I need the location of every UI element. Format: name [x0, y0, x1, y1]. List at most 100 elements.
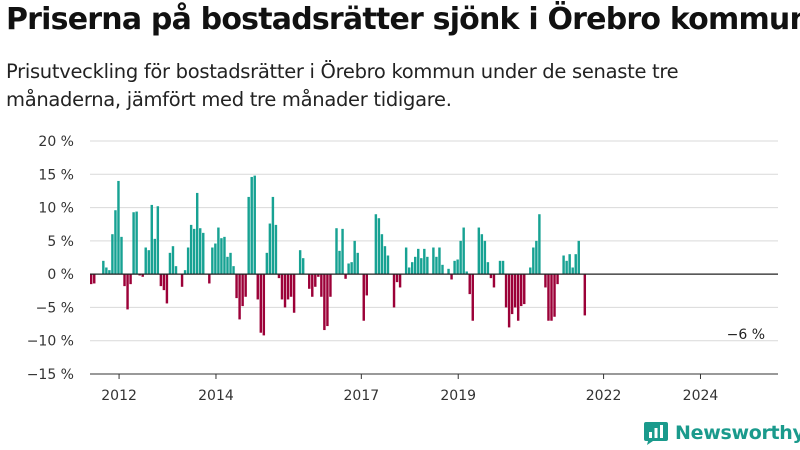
bar: [220, 238, 223, 275]
bar: [90, 274, 93, 285]
bar: [392, 274, 396, 308]
bar: [486, 262, 490, 275]
bar: [435, 256, 438, 275]
bar: [344, 274, 347, 279]
bar: [326, 274, 329, 327]
bar: [420, 258, 423, 275]
bar: [241, 274, 244, 307]
bar: [280, 274, 284, 300]
bar: [183, 270, 187, 275]
y-tick-label: −15 %: [27, 367, 74, 383]
bar: [404, 247, 408, 275]
page-subtitle: Prisutveckling för bostadsrätter i Örebr…: [6, 60, 679, 111]
bar: [126, 274, 129, 310]
bar: [180, 274, 184, 287]
bar: [135, 211, 138, 275]
bar: [571, 267, 574, 275]
x-tick-label: 2019: [440, 388, 476, 404]
bar: [317, 274, 320, 277]
bar: [171, 246, 175, 275]
bar: [259, 274, 263, 333]
chart-bars: [90, 175, 778, 336]
bar: [189, 224, 193, 275]
bar: [132, 212, 135, 275]
bar: [211, 247, 214, 275]
bar: [538, 214, 541, 275]
bar: [159, 274, 163, 287]
bar: [341, 228, 344, 275]
bar: [223, 236, 226, 275]
bar: [504, 274, 508, 308]
bar: [232, 266, 235, 275]
bar: [410, 262, 414, 275]
bar: [150, 204, 153, 275]
bar: [365, 274, 368, 296]
bar: [432, 247, 435, 275]
bar: [123, 274, 126, 287]
bar: [314, 274, 317, 287]
y-tick-label: 0 %: [47, 267, 74, 283]
bar: [286, 274, 290, 300]
bar: [489, 274, 493, 279]
bar: [320, 274, 323, 297]
bar: [498, 260, 502, 275]
bar: [141, 274, 144, 277]
bar: [208, 274, 211, 284]
bar: [417, 248, 420, 275]
bar: [398, 274, 402, 288]
bar: [362, 274, 365, 321]
x-tick-label: 2022: [586, 388, 622, 404]
bar: [574, 254, 577, 275]
x-axis: 2012 2014 2017 2019 2022 2024: [90, 373, 778, 404]
bar: [462, 227, 465, 275]
bar: [265, 252, 269, 275]
bar: [192, 228, 196, 275]
bar: [186, 247, 190, 275]
bar: [156, 206, 160, 275]
bar: [386, 255, 390, 275]
bar: [577, 240, 580, 275]
bar: [465, 271, 468, 275]
bar: [480, 234, 484, 275]
bar: [283, 274, 287, 308]
bar: [268, 223, 272, 275]
bar: [350, 262, 353, 275]
bar: [547, 274, 550, 321]
bar: [102, 260, 105, 275]
bar: [217, 227, 220, 275]
bar: [262, 274, 266, 336]
bar: [553, 274, 556, 317]
bar: [423, 248, 426, 275]
bar: [471, 274, 474, 321]
y-axis: 20 % 15 % 10 % 5 % 0 % −5 % −10 % −15 %: [27, 134, 74, 383]
newsworthy-logo-icon: [644, 422, 668, 445]
bar: [483, 240, 487, 275]
y-tick-label: 10 %: [38, 201, 74, 217]
bar: [529, 267, 532, 275]
bar: [289, 274, 293, 297]
bar: [516, 274, 520, 321]
bar: [414, 256, 417, 275]
bar: [301, 258, 305, 275]
x-tick-label: 2014: [198, 388, 234, 404]
bar: [535, 240, 538, 275]
bar: [383, 246, 387, 275]
bar: [229, 252, 232, 275]
bar: [459, 240, 462, 275]
bar: [93, 274, 96, 284]
bar: [111, 234, 114, 275]
bar: [298, 250, 302, 275]
bar: [510, 274, 514, 315]
bar: [447, 268, 450, 275]
last-value-label: −6 %: [727, 327, 765, 343]
bar: [277, 274, 281, 279]
bar: [556, 274, 559, 285]
bar: [468, 274, 471, 295]
bar: [438, 247, 441, 275]
bar: [138, 274, 141, 276]
bar: [250, 176, 253, 275]
bar: [226, 256, 229, 275]
bar: [450, 274, 453, 280]
bar: [568, 254, 571, 275]
bar: [356, 252, 359, 275]
